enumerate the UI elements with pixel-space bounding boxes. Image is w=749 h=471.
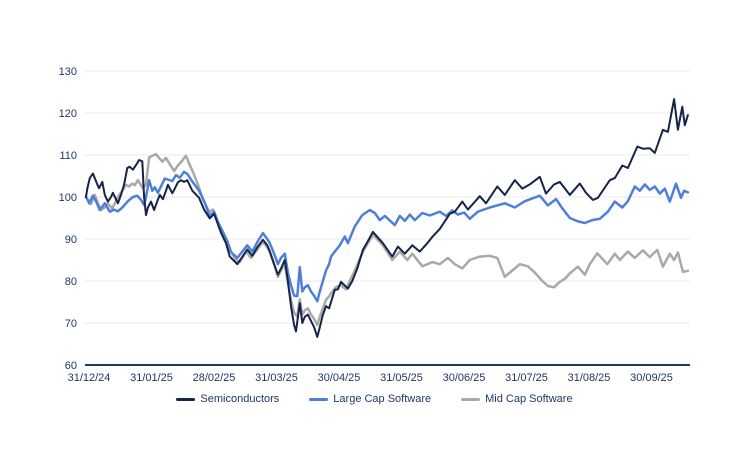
legend-swatch-icon bbox=[176, 397, 196, 401]
x-axis-tick-label: 30/09/25 bbox=[630, 372, 673, 384]
y-axis-tick-label: 90 bbox=[65, 234, 77, 246]
legend-swatch-icon bbox=[461, 397, 481, 401]
legend-label: Large Cap Software bbox=[333, 393, 432, 405]
y-axis-tick-label: 70 bbox=[65, 318, 77, 330]
y-axis-tick-label: 110 bbox=[59, 150, 77, 162]
x-axis-tick-label: 31/08/25 bbox=[568, 372, 611, 384]
legend-label: Mid Cap Software bbox=[485, 393, 573, 405]
x-axis-tick-label: 31/12/24 bbox=[68, 372, 111, 384]
y-axis-tick-label: 80 bbox=[65, 276, 77, 288]
x-axis-tick-label: 31/07/25 bbox=[505, 372, 548, 384]
legend-item-semiconductors: Semiconductors bbox=[176, 393, 279, 405]
x-axis-tick-label: 30/06/25 bbox=[443, 372, 486, 384]
x-axis-tick-label: 28/02/25 bbox=[193, 372, 236, 384]
legend-item-large-cap-software: Large Cap Software bbox=[309, 393, 431, 405]
legend-label: Semiconductors bbox=[200, 393, 280, 405]
series-line-semiconductors bbox=[85, 98, 689, 338]
series-line-large-cap-software bbox=[84, 170, 690, 303]
y-axis-tick-label: 120 bbox=[59, 108, 77, 120]
chart-legend: Semiconductors Large Cap Software Mid Cap … bbox=[0, 393, 749, 405]
y-axis-tick-label: 100 bbox=[59, 192, 77, 204]
x-axis-tick-label: 31/05/25 bbox=[380, 372, 423, 384]
legend-swatch-icon bbox=[309, 397, 329, 401]
series-line-mid-cap-software bbox=[84, 152, 690, 327]
x-axis-tick-label: 31/01/25 bbox=[130, 372, 173, 384]
x-axis-tick-label: 30/04/25 bbox=[318, 372, 361, 384]
y-axis-tick-label: 60 bbox=[65, 360, 77, 372]
legend-item-mid-cap-software: Mid Cap Software bbox=[461, 393, 573, 405]
x-axis-tick-label: 31/03/25 bbox=[255, 372, 298, 384]
y-axis-tick-label: 130 bbox=[59, 66, 77, 78]
